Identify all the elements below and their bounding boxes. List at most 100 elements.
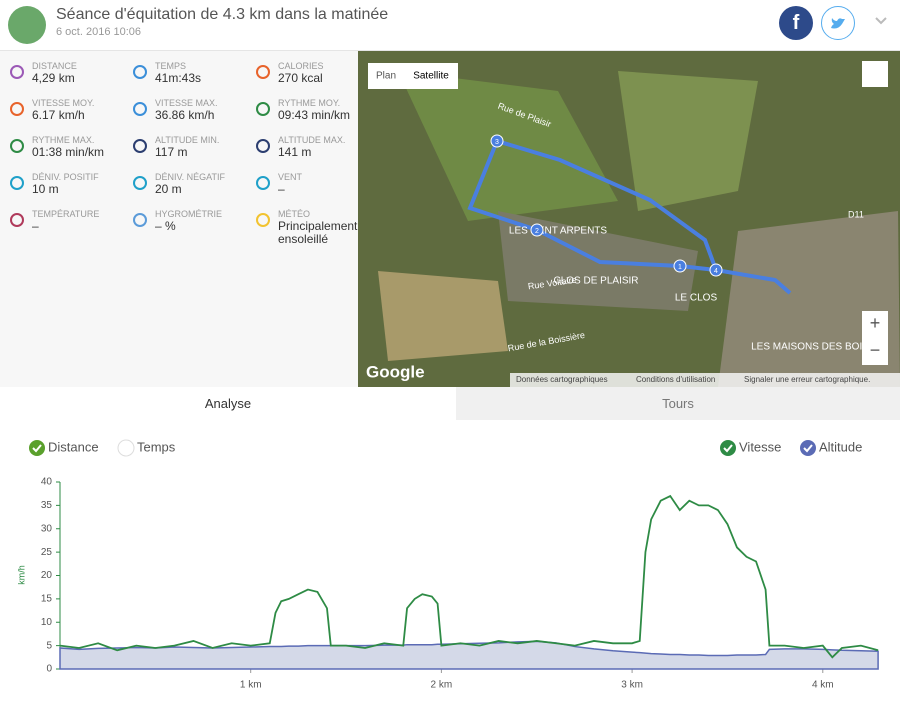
zoom-out[interactable]: − (870, 340, 881, 360)
zoom-control (862, 311, 888, 365)
stat-icon (256, 65, 270, 79)
x-mode-temps[interactable]: Temps (137, 439, 176, 454)
twitter-button[interactable] (821, 6, 855, 40)
line (59, 494, 879, 659)
area (59, 640, 879, 670)
stat-icon (133, 213, 147, 227)
stat: HYGROMÉTRIE – % (133, 209, 243, 243)
route-marker-label: 4 (714, 268, 718, 275)
stat: TEMPÉRATURE – (10, 209, 120, 243)
stat-label: HYGROMÉTRIE (155, 209, 223, 219)
route-marker-label: 2 (535, 228, 539, 235)
stat-value: Principalement ensoleillé (278, 219, 358, 246)
google-logo: Google (366, 362, 425, 381)
y-tick-label: 35 (41, 500, 53, 511)
map-type-control (368, 63, 458, 89)
stat-icon (10, 139, 24, 153)
place-label: CLOS DE PLAISIR (553, 276, 638, 287)
y-tick-label: 25 (41, 547, 53, 558)
radio-check-mark (32, 444, 42, 453)
stat-label: DISTANCE (32, 61, 77, 71)
radio-distance[interactable] (29, 440, 45, 456)
stat: VITESSE MOY. 6.17 km/h (10, 98, 120, 132)
stat-value: 41m:43s (155, 71, 202, 85)
place-label: LES CENT ARPENTS (509, 226, 608, 237)
radio-temps[interactable] (117, 439, 135, 457)
stat-value: 10 m (32, 182, 59, 196)
legend-check-mark (723, 444, 733, 453)
y-tick-label: 15 (41, 594, 53, 605)
map-footer-link: Signaler une erreur cartographique. (744, 375, 870, 384)
stat-value: – % (155, 219, 176, 233)
y-tick-label: 0 (46, 664, 52, 675)
stat-icon (10, 213, 24, 227)
route-marker (709, 263, 723, 277)
legend-label: Altitude (819, 439, 862, 454)
stat: RYTHME MOY. 09:43 min/km (256, 98, 366, 132)
stat-icon (10, 65, 24, 79)
stat: CALORIES 270 kcal (256, 61, 366, 95)
map-footer (510, 373, 900, 387)
legend-label: Vitesse (739, 439, 781, 454)
stat-icon (256, 102, 270, 116)
map: Plan Satellite + − Google LES CENT ARPEN… (358, 51, 900, 387)
stat-label: VENT (278, 172, 303, 182)
stat-icon (133, 139, 147, 153)
stat: ALTITUDE MAX. 141 m (256, 135, 366, 169)
tab-tours[interactable]: Tours (456, 387, 900, 420)
satellite-button[interactable]: Satellite (413, 71, 449, 82)
header: Séance d'équitation de 4.3 km dans la ma… (0, 0, 900, 51)
stats-panel: DISTANCE 4,29 km TEMPS 41m:43s CALORIES 270 k… (0, 51, 358, 387)
fullscreen-button[interactable] (862, 61, 888, 87)
stat-label: MÉTÉO (278, 209, 311, 219)
legend-check-mark (803, 444, 813, 453)
stat-label: TEMPÉRATURE (32, 209, 100, 219)
zoom-in[interactable]: + (870, 313, 881, 333)
stat: DISTANCE 4,29 km (10, 61, 120, 95)
tab-analyse[interactable]: Analyse (0, 387, 456, 420)
stat-label: RYTHME MAX. (32, 135, 95, 145)
stat-value: 09:43 min/km (278, 108, 351, 122)
x-tick-label: 4 km (812, 680, 834, 691)
field (378, 271, 508, 361)
stat-value: – (32, 219, 39, 233)
stat: MÉTÉO Principalement ensoleillé (256, 209, 366, 246)
x-mode-distance[interactable]: Distance (48, 439, 99, 454)
route-marker-label: 3 (495, 139, 499, 146)
activity-icon (8, 6, 46, 44)
stat-label: DÉNIV. NÉGATIF (155, 172, 226, 182)
y-tick-label: 10 (41, 617, 53, 628)
x-tick-label: 3 km (621, 680, 643, 691)
y-tick-label: 20 (41, 570, 53, 581)
facebook-button[interactable]: f (779, 6, 813, 40)
stat-value: 20 m (155, 182, 182, 196)
stat-icon (10, 176, 24, 190)
stat-value: 117 m (155, 145, 188, 159)
y-tick-label: 5 (46, 640, 52, 651)
route-marker-label: 1 (678, 264, 682, 271)
stat: VITESSE MAX. 36.86 km/h (133, 98, 243, 132)
route (467, 139, 792, 295)
x-tick-label: 2 km (431, 680, 453, 691)
stat: RYTHME MAX. 01:38 min/km (10, 135, 120, 169)
x-tick-label: 1 km (240, 680, 262, 691)
chart: Distance Temps km/h 0 5 10 15 20 25 30 35 40 1 km… (16, 439, 879, 691)
stat: TEMPS 41m:43s (133, 61, 243, 95)
stat-value: 270 kcal (278, 71, 323, 85)
route-marker (530, 223, 544, 237)
stat-label: VITESSE MAX. (155, 98, 218, 108)
plan-button[interactable]: Plan (376, 71, 396, 82)
stat-label: VITESSE MOY. (32, 98, 95, 108)
stat-icon (256, 139, 270, 153)
stat: ALTITUDE MIN. 117 m (133, 135, 243, 169)
legend-check (800, 440, 816, 456)
stat: DÉNIV. NÉGATIF 20 m (133, 172, 243, 206)
stat-icon (256, 213, 270, 227)
stat: VENT – (256, 172, 366, 206)
place-label: LE CLOS (675, 293, 718, 304)
expand-chevron[interactable] (874, 16, 888, 26)
stat-label: ALTITUDE MIN. (155, 135, 220, 145)
stat-label: DÉNIV. POSITIF (32, 172, 99, 182)
stat-icon (256, 176, 270, 190)
y-tick-label: 40 (41, 477, 53, 488)
